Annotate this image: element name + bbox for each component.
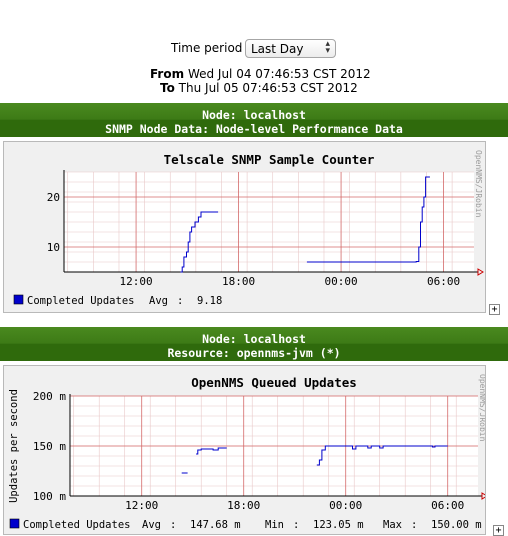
chart-title: OpenNMS Queued Updates — [191, 375, 357, 390]
chart-title: Telscale SNMP Sample Counter — [164, 152, 375, 167]
series-line — [196, 447, 227, 455]
x-tick-label: 00:00 — [329, 499, 362, 512]
x-tick-label: 18:00 — [227, 499, 260, 512]
graph-panel-2[interactable]: OpenNMS Queued Updates OpenNMS/JRobin 100 … — [3, 365, 488, 535]
range-from: From Wed Jul 04 07:46:53 CST 2012 — [150, 67, 508, 81]
y-tick-label: 10 — [47, 241, 60, 254]
resource-title: Resource: opennms-jvm (*) — [167, 346, 341, 360]
y-axis-label: Updates per second — [8, 389, 20, 503]
legend-stat-value: 123.05 m — [313, 519, 364, 531]
legend-stat-value: 150.00 m — [431, 519, 482, 531]
x-tick-label: 06:00 — [431, 499, 464, 512]
series-line — [180, 211, 219, 273]
x-axis-arrow-icon — [481, 492, 488, 500]
node-header-1: Node: localhost SNMP Node Data: Node-lev… — [0, 103, 508, 137]
legend-stat-name: Avg — [149, 295, 168, 307]
expand-graph-1-button[interactable]: + — [489, 304, 500, 315]
legend-stat-colon: : — [177, 295, 183, 307]
time-period-row: Time period Last Day ▴ ▾ — [0, 39, 508, 59]
time-period-selected-value: Last Day — [251, 42, 304, 56]
graph-queued-updates: OpenNMS Queued Updates OpenNMS/JRobin 100 … — [8, 374, 488, 531]
y-tick-label: 150 m — [33, 440, 66, 453]
node-header-2: Node: localhost Resource: opennms-jvm (*… — [0, 327, 508, 361]
x-axis-arrow-icon — [477, 268, 484, 276]
legend-stat-name: Max — [383, 519, 402, 531]
legend-stat-colon: : — [170, 519, 176, 531]
legend-swatch — [13, 294, 24, 305]
legend-swatch — [9, 518, 20, 529]
range-from-label: From — [150, 67, 185, 81]
range-to: To Thu Jul 05 07:46:53 CST 2012 — [160, 81, 508, 95]
legend-stat-colon: : — [411, 519, 417, 531]
legend-stat-name: Avg — [142, 519, 161, 531]
series-line — [316, 445, 448, 466]
x-tick-label: 06:00 — [427, 275, 460, 288]
x-tick-label: 12:00 — [125, 499, 158, 512]
y-tick-label: 200 m — [33, 390, 66, 403]
resource-title: SNMP Node Data: Node-level Performance D… — [105, 122, 403, 136]
legend-label: Completed Updates — [27, 295, 134, 307]
range-from-value: Wed Jul 04 07:46:53 CST 2012 — [187, 67, 371, 81]
graph-panel-1[interactable]: Telscale SNMP Sample Counter OpenNMS/JRob… — [3, 141, 486, 313]
legend-stat-value: 147.68 m — [190, 519, 241, 531]
watermark-text: OpenNMS/JRobin — [478, 374, 485, 442]
select-arrows-icon: ▴ ▾ — [325, 39, 330, 56]
node-title: Node: localhost — [202, 332, 306, 346]
node-title: Node: localhost — [202, 108, 306, 122]
x-tick-label: 18:00 — [222, 275, 255, 288]
expand-graph-2-button[interactable]: + — [493, 525, 504, 536]
legend-stat-name: Min — [265, 519, 284, 531]
legend-label: Completed Updates — [23, 519, 130, 531]
time-period-select[interactable]: Last Day ▴ ▾ — [245, 39, 336, 58]
series-line — [306, 176, 430, 263]
range-to-value: Thu Jul 05 07:46:53 CST 2012 — [178, 81, 358, 95]
watermark-text: OpenNMS/JRobin — [474, 150, 483, 218]
range-to-label: To — [160, 81, 175, 95]
x-tick-label: 12:00 — [120, 275, 153, 288]
graph-sample-counter: Telscale SNMP Sample Counter OpenNMS/JRob… — [13, 150, 484, 307]
x-tick-label: 00:00 — [325, 275, 358, 288]
y-tick-label: 20 — [47, 191, 60, 204]
legend-stat-value: 9.18 — [197, 295, 222, 307]
legend-stat-colon: : — [293, 519, 299, 531]
time-period-label: Time period — [171, 41, 243, 55]
y-tick-label: 100 m — [33, 490, 66, 503]
